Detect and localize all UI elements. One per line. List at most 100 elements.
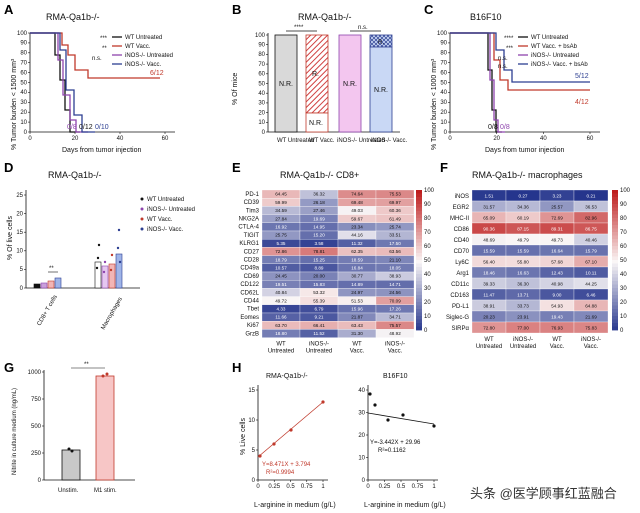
colorbar-label: 70 [424,230,431,236]
heatmap-cell-value: 49.73 [551,238,563,243]
bar-d-cd8-inos-vacc [54,277,62,289]
heatmap-col-label: Vacc. [550,344,565,350]
colorbar-segment [612,228,618,233]
heatmap-cell-value: 5.35 [277,241,286,246]
sig-a-1: n.s. [92,56,102,62]
ytick-label: 70 [440,61,447,67]
ytick-label: 60 [258,72,265,78]
heatmap-row-label: CD40 [454,238,470,244]
colorbar-segment [612,204,618,208]
heatmap-cell-value: 49.72 [275,298,287,303]
colorbar-segment [612,316,618,320]
heatmap-col-label: Vacc. [350,349,365,355]
colorbar-segment [416,218,422,222]
bar-b-2-text: N.R. [343,81,357,88]
curve-c-wt-untreated [450,32,502,133]
colorbar-segment [612,200,618,205]
heatmap-cell-value: 15.25 [313,257,325,262]
colorbar-segment [416,298,422,303]
colorbar-segment [416,260,422,264]
heatmap-row-label: CD69 [244,274,260,280]
ytick-label: 80 [440,51,447,57]
panel-c-title: B16F10 [470,12,502,22]
heatmap-cell-value: 44.16 [351,233,363,238]
eq-h-right: Y=-3.442X + 29.96 [370,440,421,446]
annot-a-010: 0/10 [95,124,109,131]
panel-e-title: RMA-Qa1b-/- CD8+ [280,170,359,180]
xtick-label: 60 [162,136,169,142]
heatmap-cell-value: 24.97 [351,290,363,295]
panel-e: E RMA-Qa1b-/- CD8+ PD-1 64.45 36.32 74.64 75… [232,160,435,355]
colorbar-label: 40 [620,272,627,278]
heatmap-cell-value: 15.96 [351,307,363,312]
xtick-label: 20 [72,136,79,142]
legend-a-3: iNOS-/- Vacc. [125,62,162,68]
xtick-label: 0.5 [286,484,295,490]
heatmap-cell-value: 72.80 [483,326,495,331]
heatmap-cell-value: 82.96 [585,216,597,221]
heatmap-cell-value: 48.69 [483,238,495,243]
ytick-label: 80 [258,52,265,58]
panel-h-xlabel-left: L-arginine in medium (g/L) [254,502,336,509]
heatmap-cell-value: 30.77 [351,274,363,279]
heatmap-cell-value: 49.79 [517,238,529,243]
ytick-label: 500 [31,424,42,430]
ytick-label: 1000 [28,370,42,376]
panel-d-points [95,228,122,274]
panel-a-legend: WT Untreated WT Vacc. iNOS-/- Untreated … [92,35,173,68]
heatmap-cell-value: 0.27 [519,194,528,199]
heatmap-row-label: CD44 [244,299,260,305]
heatmap-cell-value: 34.71 [389,315,401,320]
r2-h-right: R²=0.1162 [378,448,406,454]
heatmap-row-label: Siglec-G [446,315,469,321]
bar-d-cd8-wt-untr [33,283,41,289]
colorbar-label: 40 [424,272,431,278]
colorbar-segment [612,256,618,261]
ytick-label: 750 [31,397,42,403]
heatmap-cell-value: 53.32 [313,290,325,295]
panel-b-yticks: 0 10 20 30 40 50 60 70 80 90 100 [255,33,268,136]
colorbar-segment [416,305,422,310]
colorbar-segment [416,225,422,229]
ytick-label: 5 [252,448,256,454]
curve-c-wt-vacc [450,32,590,91]
panel-b: B RMA-Qa1b-/- % Of mice 0 10 20 30 40 50 60 70 8… [232,2,408,144]
legend-a-1: WT Vacc. [125,44,151,50]
colorbar-segment [416,239,422,243]
bar-b-0-text: N.R. [279,81,293,88]
heatmap-cell-value: 9.00 [553,293,562,298]
sig-c-3: n.s. [498,64,508,70]
heatmap-col-label: Untreated [476,344,502,350]
heatmap-cell-value: 3.58 [315,241,324,246]
panel-a-xlabel: Days from tumor injection [62,147,141,154]
heatmap-row-label: CTLA-4 [238,225,259,231]
heatmap-cell-value: 18.80 [275,331,287,336]
ytick-label: 10 [248,418,255,424]
ytick-label: 40 [358,388,365,394]
colorbar-segment [416,319,422,324]
heatmap-col-label: iNOS-/- [513,337,533,343]
heatmap-row-label: CD11c [451,282,469,288]
panel-d: D RMA-Qa1b-/- % Of live cells 0 5 10 15 20 25… [4,160,195,331]
panel-d-yticks: 0 5 10 15 20 25 [16,193,26,292]
bar-d-mac-inos-untr [101,265,109,289]
heatmap-cell-value: 57.68 [551,260,563,265]
colorbar-segment [416,288,422,292]
xtick-label: 0 [448,136,452,142]
heatmap-cell-value: 11.47 [483,293,495,298]
heatmap-cell-value: 3.23 [553,194,562,199]
bar-b-inos-vacc-nr [369,46,393,133]
panel-g-yticks: 0 250 500 750 1000 [28,370,44,484]
annot-c-412: 4/12 [575,99,589,106]
heatmap-cell-value: 16.92 [275,225,287,230]
annot-a-08: 0/8 [67,124,77,131]
xtick-label: 0 [28,136,32,142]
colorbar-segment [416,190,422,194]
legend-c-1: WT Vacc. + bsAb [531,44,578,50]
heatmap-cell-value: 25.57 [551,205,563,210]
colorbar-label: 0 [620,328,624,334]
heatmap-cell-value: 72.86 [275,249,287,254]
heatmap-cell-value: 69.48 [351,200,363,205]
heatmap-row-label: CD86 [454,227,470,233]
ytick-label: 30 [20,100,27,106]
